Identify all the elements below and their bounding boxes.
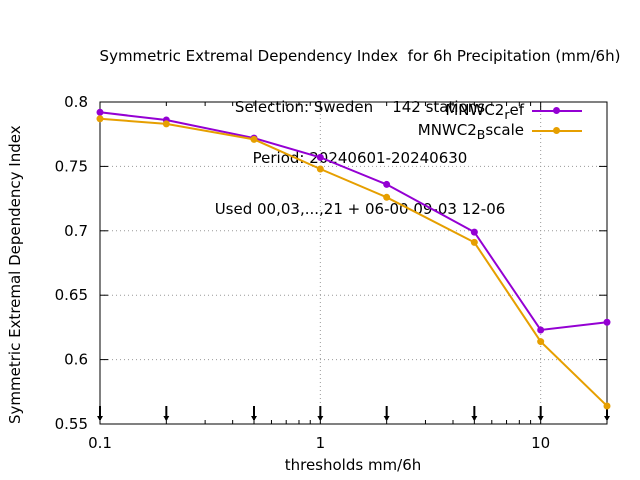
threshold-marker-head xyxy=(97,416,103,421)
legend-label-bscale: MNWC2Bscale xyxy=(417,120,524,142)
data-point-bscale xyxy=(537,338,545,346)
threshold-marker-head xyxy=(537,416,544,421)
series-line-bscale xyxy=(99,117,608,407)
y-tick-label: 0.75 xyxy=(55,157,88,175)
x-tick-label: 1 xyxy=(316,434,326,452)
chart-title-block: Symmetric Extremal Dependency Index for … xyxy=(0,14,640,235)
legend-swatch-ref xyxy=(532,107,582,114)
legend: MNWC2ref MNWC2Bscale xyxy=(417,100,582,142)
data-point-ref xyxy=(383,180,391,188)
data-point-ref xyxy=(470,228,478,236)
legend-swatch-bscale xyxy=(532,127,582,134)
chart-subtitle-selection: Selection: Sweden 142 stations xyxy=(234,98,486,116)
data-point-bscale xyxy=(96,115,104,123)
x-axis-label: thresholds mm/6h xyxy=(284,456,422,474)
plot-frame xyxy=(99,101,608,425)
threshold-marker-head xyxy=(317,416,324,421)
threshold-marker-head xyxy=(604,416,610,421)
legend-entry-ref: MNWC2ref xyxy=(418,100,582,122)
data-point-ref xyxy=(316,153,324,161)
data-point-bscale xyxy=(162,120,170,128)
y-tick-label: 0.55 xyxy=(55,415,88,433)
series-line-ref xyxy=(99,111,608,332)
y-tick-label: 0.8 xyxy=(64,93,88,111)
data-point-bscale xyxy=(383,193,391,201)
y-tick-label: 0.6 xyxy=(64,351,88,369)
data-point-bscale xyxy=(316,165,324,173)
data-point-bscale xyxy=(603,402,611,410)
y-axis-label: Symmetric Extremal Dependency Index xyxy=(6,125,24,424)
legend-label-ref: MNWC2ref xyxy=(445,100,524,122)
y-tick-label: 0.7 xyxy=(64,222,88,240)
data-point-ref xyxy=(96,108,104,116)
data-point-bscale xyxy=(470,238,478,246)
x-tick-label: 10 xyxy=(531,434,550,452)
data-point-bscale xyxy=(250,135,258,143)
chart-subtitle-period: Period: 20240601-20240630 xyxy=(252,149,468,167)
chart-title: Symmetric Extremal Dependency Index for … xyxy=(99,47,621,65)
threshold-marker-head xyxy=(471,416,478,421)
threshold-marker-head xyxy=(163,416,170,421)
data-point-ref xyxy=(603,318,611,326)
threshold-marker-head xyxy=(251,416,258,421)
legend-entry-bscale: MNWC2Bscale xyxy=(417,120,582,142)
y-tick-label: 0.65 xyxy=(55,286,88,304)
x-tick-label: 0.1 xyxy=(88,434,112,452)
threshold-marker-head xyxy=(383,416,390,421)
data-point-ref xyxy=(537,326,545,334)
